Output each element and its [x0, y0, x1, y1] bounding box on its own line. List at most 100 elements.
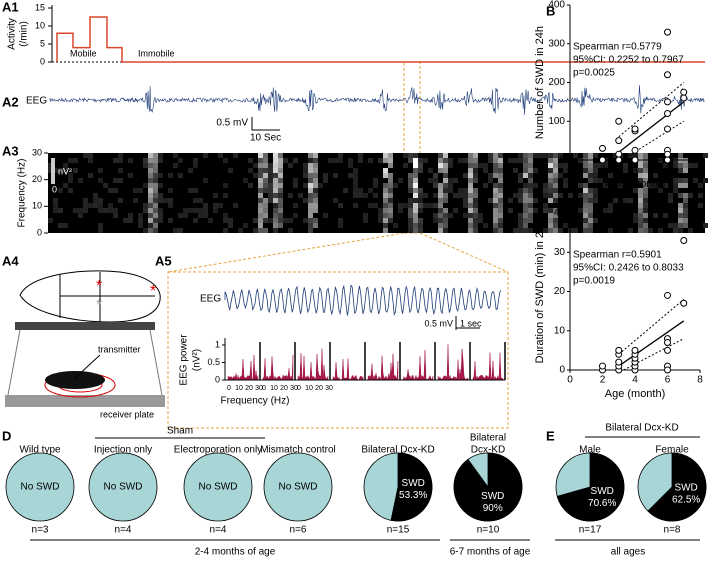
spectrogram-cell [473, 178, 478, 183]
spectrogram-cell [158, 213, 163, 218]
spectrogram-cell [553, 213, 558, 218]
spectrogram-cell [158, 173, 163, 178]
spectrogram-cell [553, 228, 558, 233]
spectrogram-cell [563, 178, 568, 183]
spectrogram-cell [293, 158, 298, 163]
spectrogram-cell [688, 193, 693, 198]
spectrogram-cell [258, 183, 263, 188]
spectrogram-cell [588, 203, 593, 208]
point [664, 71, 671, 79]
pie-n: n=15 [387, 525, 410, 536]
spectrogram-cell [643, 178, 648, 183]
spectrogram-cell [328, 158, 333, 163]
scale-label: 10 Sec [250, 133, 281, 144]
spectrogram-cell [398, 178, 403, 183]
spectrogram-cell [158, 198, 163, 203]
spectrogram-cell [438, 203, 443, 208]
spectrogram-cell [468, 178, 473, 183]
slice-label: SWD [481, 491, 504, 502]
spectrogram-cell [273, 168, 278, 173]
spectrogram-cell [583, 173, 588, 178]
spectrogram-cell [273, 153, 278, 158]
spectrogram-cell [88, 158, 93, 163]
spectrogram-cell [198, 208, 203, 213]
spectrogram-cell [473, 218, 478, 223]
spectrogram-cell [683, 223, 688, 228]
pie-background [263, 452, 333, 522]
spectrogram-cell [138, 223, 143, 228]
spectrogram-cell [368, 158, 373, 163]
colorbar-label: nV² [58, 166, 72, 176]
spectrogram-cell [678, 228, 683, 233]
spectrogram-cell [188, 208, 193, 213]
spectrogram-cell [643, 168, 648, 173]
x-axis-label: Age (month) [605, 388, 666, 400]
x-tick-label: 2 [600, 375, 606, 386]
spectrogram-cell [383, 158, 388, 163]
spectrogram-cell [448, 188, 453, 193]
spectrogram-cell [553, 168, 558, 173]
skull-diagram: * * * [19, 270, 161, 323]
point [680, 88, 688, 96]
spectrogram-cell [493, 198, 498, 203]
point [664, 125, 671, 133]
spectrogram-cell [518, 173, 523, 178]
spectrogram-cell [148, 193, 153, 198]
colorbar-label: 0 [52, 184, 57, 194]
spectrogram-cell [548, 183, 553, 188]
spectrogram-cell [418, 163, 423, 168]
spectrogram-cell [273, 213, 278, 218]
spectrogram-cell [553, 183, 558, 188]
spectrogram-cell [553, 188, 558, 193]
point [664, 110, 671, 117]
point [664, 339, 671, 347]
spectrogram-cell [143, 228, 148, 233]
spectrogram-cell [603, 208, 608, 213]
spectrogram-cell [593, 173, 598, 178]
spectrogram-cell [143, 203, 148, 208]
x-tick-label: 20 [280, 385, 288, 392]
pie-title: Electroporation only [174, 445, 262, 456]
spectrogram-cell [128, 218, 133, 223]
spectrogram-cell [78, 213, 83, 218]
spectrogram-cell [263, 163, 268, 168]
spectrogram-cell [498, 223, 503, 228]
spectrogram-cell [498, 203, 503, 208]
spectrogram-cell [388, 213, 393, 218]
spectrogram-cell [543, 193, 548, 198]
spectrogram-cell [213, 208, 218, 213]
spectrogram-cell [268, 193, 273, 198]
spectrogram-cell [563, 168, 568, 173]
y-tick-label: 200 [548, 77, 565, 88]
spectrogram-cell [548, 213, 553, 218]
spectrogram-cell [623, 168, 628, 173]
spectrogram-cell [303, 173, 308, 178]
spectrogram-cell [258, 208, 263, 213]
spectrogram-cell [493, 208, 498, 213]
annotation: Spearman r=0.5779 [573, 42, 662, 53]
spectrogram-cell [523, 153, 528, 158]
spectrogram-cell [523, 193, 528, 198]
spectrogram-cell [523, 198, 528, 203]
spectrogram-cell [548, 223, 553, 228]
eeg-trace [49, 85, 705, 115]
fit-line [618, 101, 685, 153]
power-spectrum [297, 348, 329, 381]
spectrogram-cell [418, 188, 423, 193]
annotation: p=0.0019 [573, 276, 615, 287]
spectrogram-cell [463, 203, 468, 208]
spectrogram-cell [493, 228, 498, 233]
spectrogram-cell [143, 208, 148, 213]
spectrogram-cell [493, 183, 498, 188]
spectrogram-cell [248, 168, 253, 173]
y-axis-label: Frequency (Hz) [17, 159, 28, 228]
x-tick-label: 2 [600, 165, 606, 176]
pie-slice [647, 452, 707, 522]
spectrogram-cell [523, 173, 528, 178]
spectrogram-cell [468, 203, 473, 208]
spectrogram-cell [523, 228, 528, 233]
spectrogram-cell [313, 203, 318, 208]
spectrogram-cell [583, 223, 588, 228]
slice-value: 70.6% [588, 498, 616, 509]
spectrogram-cell [438, 163, 443, 168]
